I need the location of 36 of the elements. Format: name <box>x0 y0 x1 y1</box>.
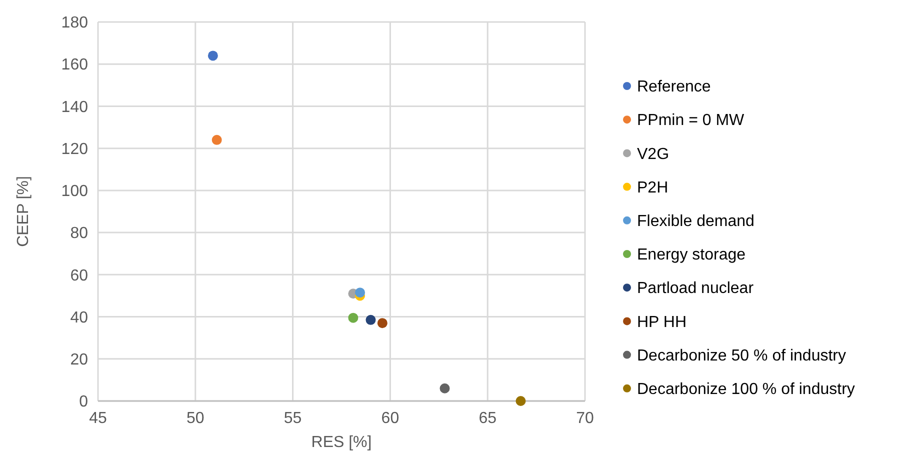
point <box>212 134 222 145</box>
y-tick-label: 80 <box>70 225 88 242</box>
point <box>348 312 358 323</box>
point <box>355 288 366 298</box>
x-axis-title: RES [%] <box>311 434 372 451</box>
legend-label: HP HH <box>637 314 686 331</box>
x-tick-label: 65 <box>478 410 497 427</box>
y-tick-label: 0 <box>79 394 88 411</box>
legend-label: Decarbonize 100 % of industry <box>637 381 855 398</box>
y-axis-title: CEEP [%] <box>15 176 32 247</box>
point <box>516 396 526 406</box>
point <box>440 383 450 394</box>
legend-label: PPmin = 0 MW <box>637 112 746 130</box>
x-tick-label: 45 <box>89 410 107 427</box>
y-tick-label: 100 <box>61 183 88 200</box>
x-tick-label: 50 <box>186 410 204 427</box>
point <box>377 318 388 328</box>
y-tick-label: 160 <box>61 56 88 74</box>
y-tick-label: 180 <box>61 14 88 32</box>
x-tick-label: 60 <box>381 410 400 427</box>
y-tick-label: 120 <box>61 140 88 158</box>
legend-label: Decarbonize 50 % of industry <box>637 347 846 364</box>
y-tick-label: 140 <box>61 98 88 116</box>
x-tick-label: 55 <box>284 410 302 427</box>
x-tick-label: 70 <box>576 410 594 427</box>
legend-label: Energy storage <box>637 246 746 264</box>
y-tick-label: 40 <box>70 309 88 326</box>
legend-label: Partload nuclear <box>637 280 754 298</box>
legend-label: V2G <box>637 146 670 163</box>
legend-label: P2H <box>637 179 668 196</box>
point <box>366 314 376 325</box>
legend-label: Flexible demand <box>637 213 754 230</box>
y-tick-label: 20 <box>70 351 88 368</box>
legend-label: Reference <box>637 78 711 96</box>
y-tick-label: 60 <box>70 267 88 284</box>
point <box>208 50 218 61</box>
